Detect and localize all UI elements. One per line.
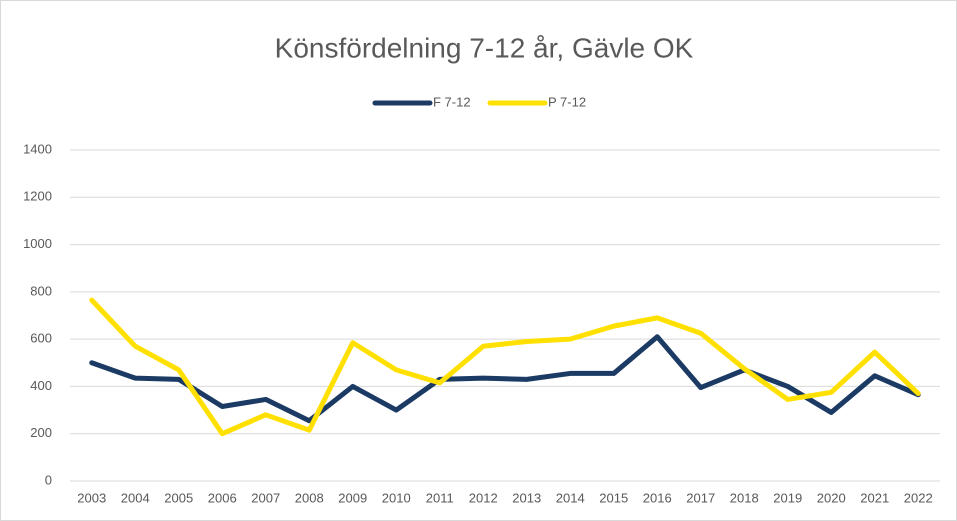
y-tick-label: 1400 [23, 141, 52, 156]
x-tick-label: 2004 [121, 490, 150, 505]
x-tick-label: 2021 [860, 490, 889, 505]
y-tick-label: 400 [30, 378, 52, 393]
y-tick-label: 1200 [23, 189, 52, 204]
x-tick-label: 2015 [599, 490, 628, 505]
x-tick-label: 2003 [77, 490, 106, 505]
x-tick-label: 2018 [730, 490, 759, 505]
x-tick-label: 2006 [208, 490, 237, 505]
y-tick-label: 0 [45, 472, 52, 487]
x-tick-label: 2012 [469, 490, 498, 505]
x-tick-label: 2009 [338, 490, 367, 505]
y-tick-label: 800 [30, 283, 52, 298]
x-tick-label: 2008 [295, 490, 324, 505]
x-tick-label: 2011 [426, 490, 454, 505]
line-series [89, 297, 921, 437]
x-tick-label: 2014 [556, 490, 585, 505]
x-tick-label: 2022 [904, 490, 933, 505]
y-tick-label: 200 [30, 425, 52, 440]
x-tick-label: 2017 [686, 490, 715, 505]
x-tick-label: 2010 [382, 490, 411, 505]
x-tick-label: 2007 [251, 490, 280, 505]
legend-label: F 7-12 [433, 94, 471, 109]
x-tick-label: 2005 [164, 490, 193, 505]
x-tick-label: 2013 [512, 490, 541, 505]
chart-title: Könsfördelning 7-12 år, Gävle OK [275, 32, 694, 63]
y-tick-label: 600 [30, 331, 52, 346]
x-tick-label: 2020 [817, 490, 846, 505]
x-tick-label: 2016 [643, 490, 672, 505]
y-tick-label: 1000 [23, 236, 52, 251]
legend-label: P 7-12 [548, 94, 586, 109]
x-tick-label: 2019 [773, 490, 802, 505]
line-series [89, 334, 921, 424]
